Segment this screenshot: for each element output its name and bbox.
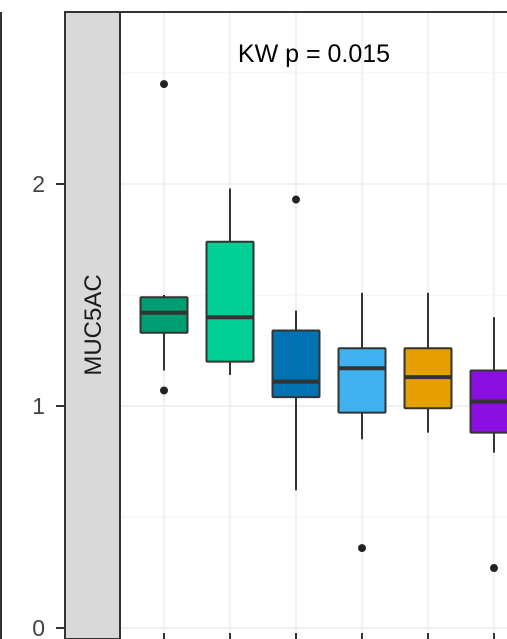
box-iqr [271, 329, 321, 399]
facet-strip-label: MUC5AC [80, 274, 107, 375]
box-iqr [337, 347, 387, 414]
facet-strip [64, 11, 122, 639]
y-tick-label: 2 [32, 171, 45, 197]
box-iqr [205, 240, 255, 363]
box-group [403, 292, 453, 639]
box-group [337, 292, 387, 639]
y-tick-label: 1 [32, 393, 45, 419]
outlier-point [490, 564, 498, 573]
box-group [139, 80, 189, 639]
outlier-point [358, 544, 366, 553]
box-group [205, 188, 255, 639]
y-tick-label: 0 [32, 615, 45, 639]
box-iqr [139, 296, 189, 334]
box-group [469, 317, 507, 639]
y-axis: 0 1 2 [32, 171, 65, 639]
outlier-point [160, 386, 168, 395]
boxes [139, 80, 507, 639]
box-group [271, 195, 321, 639]
kw-annotation: KW p = 0.015 [238, 40, 390, 68]
outlier-point [160, 80, 168, 89]
outlier-point [292, 195, 300, 204]
